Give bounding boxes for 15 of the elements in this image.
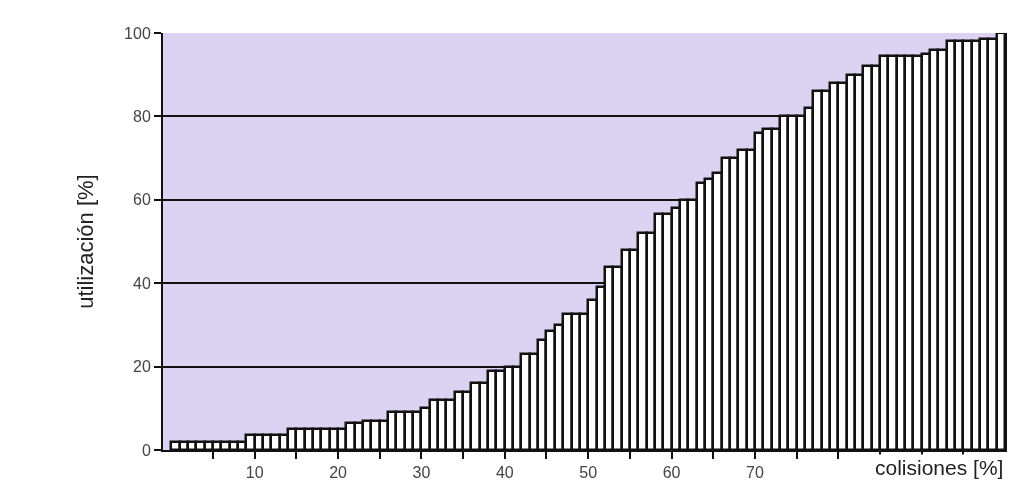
y-tick-label: 60 <box>133 191 151 209</box>
y-axis-title: utilización [%] <box>73 174 99 309</box>
y-tick-label: 100 <box>124 24 151 42</box>
x-tick-label: 20 <box>329 464 348 482</box>
x-tick-label: 10 <box>245 464 264 482</box>
y-tick-label: 80 <box>133 108 151 125</box>
x-tick-label: 30 <box>412 464 431 482</box>
y-tick-label: 40 <box>133 274 151 292</box>
x-axis-title: colisiones [%] <box>875 456 1004 479</box>
y-tick-label: 0 <box>141 441 151 459</box>
y-tick-label: 20 <box>133 358 151 376</box>
x-tick-label: 70 <box>746 464 764 482</box>
x-tick-label: 50 <box>579 464 598 482</box>
x-tick-label: 40 <box>495 464 514 482</box>
x-tick-label: 60 <box>662 464 681 482</box>
